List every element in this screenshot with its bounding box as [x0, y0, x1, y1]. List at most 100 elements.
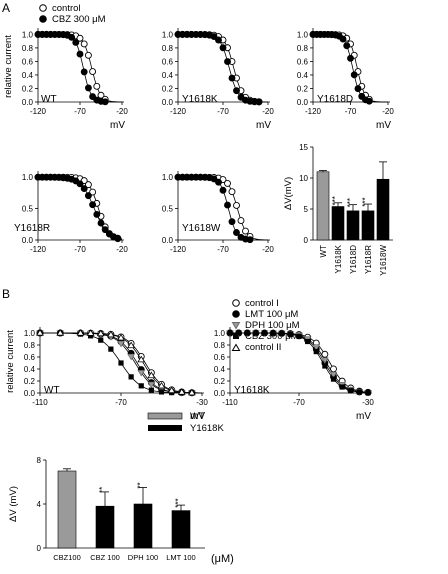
point-a-y1618r	[97, 219, 105, 227]
y-tick-label: 1.0	[297, 30, 309, 39]
point-a-y1618k	[224, 58, 231, 65]
category-label: Y1618W	[379, 245, 388, 276]
point-a-wt	[101, 98, 109, 106]
legend-b-marker-cbz	[233, 333, 239, 339]
point-b-y1618k	[339, 384, 345, 390]
point-a-wt	[80, 68, 88, 76]
x-tick-label: -20	[262, 107, 274, 116]
point-b-wt	[108, 346, 114, 352]
x-tick-label: -20	[116, 245, 128, 254]
point-b-y1618k	[270, 330, 276, 336]
y-axis-label: ΔV(mV)	[283, 177, 294, 210]
bar	[57, 470, 77, 549]
point-a-wt	[89, 68, 97, 76]
y-tick-label: 0.2	[214, 377, 226, 386]
chart-a-y1618w: 0.0 0.5 1.0 -120 -70 -20 Y1618W	[162, 171, 274, 254]
legend-b-marker-control-ii	[231, 343, 241, 351]
significance-label: ***	[346, 198, 355, 207]
point-a-y1618r	[93, 210, 101, 218]
point-b-wt	[147, 371, 156, 379]
y-tick-label: 0.8	[24, 341, 36, 350]
point-a-y1618k	[255, 98, 263, 106]
point-a-y1618k	[228, 74, 236, 82]
point-b-wt	[76, 329, 85, 336]
x-axis-label: mV	[356, 411, 371, 422]
y-tick-label: 0.2	[162, 84, 174, 93]
legend-a-marker-control	[39, 4, 47, 12]
y-tick-label: 0.2	[22, 84, 34, 93]
y-axis-label: ΔV (mV)	[8, 486, 19, 522]
significance-label: ***	[361, 197, 370, 206]
significance-label: ***	[174, 498, 183, 507]
point-a-wt	[93, 82, 101, 90]
point-b-y1618k	[321, 350, 329, 358]
legend-b-marker-dph	[231, 322, 241, 330]
point-b-y1618k	[356, 389, 362, 395]
point-b-wt	[98, 337, 104, 343]
y-tick-label: 0.4	[162, 71, 174, 80]
point-b-wt	[118, 360, 124, 366]
series-1	[34, 30, 122, 106]
point-b-wt	[86, 329, 95, 336]
point-a-y1618w	[219, 186, 227, 194]
panel-label: WT	[44, 385, 60, 396]
point-a-y1618d	[343, 42, 351, 50]
point-b-wt	[128, 374, 134, 380]
y-tick-label: 0.6	[22, 57, 34, 66]
point-b-wt	[56, 329, 65, 336]
y-tick-label: 0	[304, 236, 309, 245]
point-b-wt	[127, 341, 136, 349]
point-a-y1618k	[210, 33, 218, 41]
category-label: WT	[319, 245, 328, 258]
x-tick-label: -70	[217, 107, 229, 116]
point-a-y1618w	[246, 236, 254, 244]
point-b-wt	[158, 389, 165, 395]
point-b-y1618k	[279, 330, 285, 337]
y-tick-label: 1.0	[24, 329, 36, 338]
point-a-y1618w	[228, 188, 236, 196]
point-a-y1618d	[350, 71, 358, 79]
chart-a-wt: 0.0 0.2 0.4 0.6 0.8 1.0 -120 -70 -20 mV relative c…	[3, 28, 128, 131]
x-tick-label: -20	[262, 245, 274, 254]
category-label: Y1618D	[349, 245, 358, 274]
y-tick-label: 0.5	[22, 205, 34, 214]
bar	[171, 510, 191, 549]
point-a-y1618r	[84, 192, 92, 200]
x-tick-label: -120	[30, 107, 47, 116]
point-b-wt	[96, 329, 105, 337]
point-a-y1618w	[228, 218, 236, 226]
point-a-y1618d	[354, 85, 362, 93]
series-4	[36, 329, 202, 396]
category-label: CBZ 100	[90, 553, 120, 562]
series-1	[174, 173, 268, 244]
point-a-y1618d	[347, 54, 354, 62]
point-b-wt	[117, 333, 125, 341]
chart-b-wt: 0.0 0.2 0.4 0.6 0.8 1.0 -110 -70 -30 mV relative c…	[5, 327, 208, 422]
point-a-wt	[72, 38, 80, 46]
y-tick-label: 5	[304, 205, 309, 214]
point-a-y1618r	[80, 185, 88, 193]
x-tick-label: -120	[170, 107, 187, 116]
point-a-y1618k	[233, 87, 240, 95]
fit-curve	[38, 34, 122, 103]
point-b-wt	[177, 388, 186, 395]
category-label: CBZ100	[53, 553, 81, 562]
x-tick-label: -120	[170, 245, 187, 254]
bar	[316, 171, 330, 241]
panel-label: Y1618D	[317, 94, 353, 105]
y-axis-label: relative current	[3, 35, 14, 98]
x-tick-label: -70	[74, 245, 86, 254]
legend-b-label-dph: DPH 100 μM	[245, 320, 300, 331]
point-b-wt	[88, 333, 94, 339]
y-tick-label: 0.8	[214, 341, 226, 350]
point-b-y1618k	[330, 376, 337, 382]
significance-label: ***	[331, 196, 340, 205]
chart-a-y1618r: 0.0 0.5 1.0 -120 -70 -20 Y1618R	[14, 171, 128, 254]
point-a-wt	[76, 34, 84, 42]
y-tick-label: 0.4	[214, 365, 226, 374]
panel-label: Y1618K	[234, 385, 270, 396]
x-tick-label: -70	[345, 107, 357, 116]
point-a-y1618w	[237, 217, 245, 224]
point-b-y1618k	[365, 390, 371, 396]
